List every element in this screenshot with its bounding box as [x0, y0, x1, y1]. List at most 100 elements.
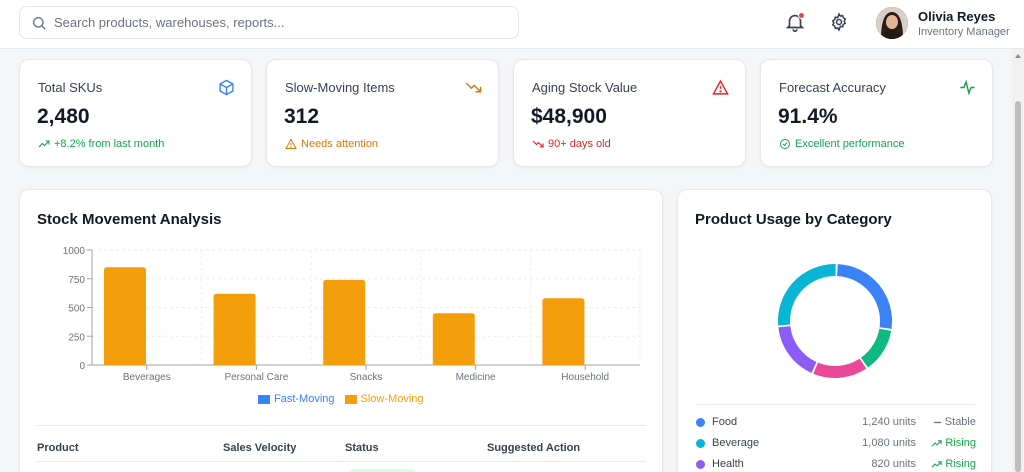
- donut-slice-green-segment[interactable]: [860, 328, 892, 368]
- legend-item-fast-moving[interactable]: Fast-Moving: [258, 393, 335, 405]
- category-dot: [696, 418, 705, 427]
- kpi-value: 312: [284, 105, 320, 128]
- table-header-status[interactable]: Status: [345, 442, 379, 454]
- kpi-title: Slow-Moving Items: [285, 80, 395, 95]
- bar-slow-moving-household[interactable]: [542, 298, 585, 365]
- kpi-trend: Excellent performance: [779, 138, 904, 150]
- activity-icon: [960, 79, 975, 96]
- category-dot: [696, 460, 705, 469]
- y-tick-label: 250: [68, 332, 85, 343]
- scroll-up-arrow[interactable]: [1015, 54, 1021, 58]
- trending-down-icon: [532, 140, 544, 148]
- bar-slow-moving-personal-care[interactable]: [213, 293, 256, 365]
- check-circle-icon: [780, 139, 790, 149]
- usage-row-health: Health 820 units Rising: [696, 457, 976, 472]
- usage-row-beverage: Beverage 1,080 units Rising: [696, 436, 976, 452]
- gear-icon: [831, 12, 847, 32]
- status-badge: [347, 469, 417, 472]
- kpi-card-forecast-accuracy: Forecast Accuracy 91.4% Excellent perfor…: [760, 59, 993, 167]
- kpi-title: Forecast Accuracy: [779, 80, 886, 95]
- bar-slow-moving-medicine[interactable]: [432, 313, 475, 365]
- kpi-card-total-skus: Total SKUs 2,480 +8.2% from last month: [19, 59, 252, 167]
- user-name: Olivia Reyes: [918, 9, 996, 24]
- trending-up-icon: [931, 439, 943, 447]
- trend-label: Rising: [945, 437, 976, 449]
- kpi-value: 2,480: [37, 105, 90, 128]
- search-icon: [33, 17, 46, 30]
- notification-dot: [798, 12, 805, 19]
- y-tick-label: 1000: [63, 246, 86, 257]
- x-tick-label: Personal Care: [224, 372, 288, 383]
- trend-rising: Rising: [931, 437, 976, 449]
- donut-slice-beverage[interactable]: [778, 264, 836, 326]
- table-header-sales-velocity[interactable]: Sales Velocity: [223, 442, 297, 454]
- trend-label: Stable: [944, 416, 976, 428]
- kpi-value: 91.4%: [778, 105, 838, 128]
- product-usage-card: Product Usage by Category Food 1,240 uni…: [677, 189, 992, 472]
- user-role: Inventory Manager: [918, 26, 1010, 38]
- bell-icon: [785, 14, 805, 32]
- trend-stable: Stable: [933, 416, 976, 428]
- bar-slow-moving-beverages[interactable]: [104, 267, 146, 365]
- x-tick-label: Snacks: [350, 372, 383, 383]
- trending-down-icon: [465, 82, 482, 93]
- category-units: 1,240 units: [862, 416, 916, 428]
- usage-row-food: Food 1,240 units Stable: [696, 415, 976, 431]
- donut-slice-food[interactable]: [837, 264, 892, 329]
- table-header-suggested-action[interactable]: Suggested Action: [487, 442, 581, 454]
- trending-up-icon: [931, 460, 943, 468]
- kpi-trend-text: Needs attention: [301, 138, 379, 150]
- kpi-trend-text: 90+ days old: [548, 138, 611, 150]
- search-box[interactable]: [19, 6, 519, 39]
- kpi-card-slow-moving: Slow-Moving Items 312 Needs attention: [266, 59, 499, 167]
- y-tick-label: 0: [79, 361, 85, 372]
- category-name: Beverage: [712, 437, 760, 449]
- legend-swatch: [258, 394, 270, 404]
- x-tick-label: Household: [561, 372, 609, 383]
- usage-donut-chart: [778, 264, 892, 378]
- category-units: 820 units: [871, 458, 916, 470]
- search-input[interactable]: [54, 7, 504, 38]
- scroll-thumb[interactable]: [1015, 101, 1021, 472]
- divider: [695, 404, 975, 405]
- box-icon: [219, 79, 234, 96]
- trending-up-icon: [38, 140, 50, 148]
- kpi-title: Aging Stock Value: [532, 80, 638, 95]
- panel-title: Stock Movement Analysis: [37, 211, 222, 228]
- kpi-trend-text: Excellent performance: [795, 138, 905, 150]
- page-scrollbar[interactable]: [1012, 49, 1024, 472]
- legend-label: Fast-Moving: [274, 393, 335, 405]
- settings-button[interactable]: [829, 12, 851, 34]
- trend-label: Rising: [945, 458, 976, 470]
- chart-legend: Fast-Moving Slow-Moving: [258, 393, 424, 405]
- avatar[interactable]: [876, 7, 908, 39]
- divider: [37, 461, 646, 462]
- category-units: 1,080 units: [862, 437, 916, 449]
- bar-slow-moving-snacks[interactable]: [323, 279, 366, 365]
- legend-swatch: [344, 394, 357, 404]
- top-bar: Olivia Reyes Inventory Manager: [0, 0, 1024, 49]
- kpi-trend-text: +8.2% from last month: [54, 138, 165, 150]
- warning-icon: [285, 138, 297, 149]
- x-tick-label: Beverages: [123, 372, 171, 383]
- kpi-trend: +8.2% from last month: [38, 138, 164, 150]
- kpi-value: $48,900: [531, 105, 607, 128]
- kpi-card-aging-stock: Aging Stock Value $48,900 90+ days old: [513, 59, 746, 167]
- y-tick-label: 750: [68, 275, 85, 286]
- category-dot: [696, 439, 705, 448]
- alert-triangle-icon: [712, 79, 729, 95]
- y-tick-label: 500: [68, 304, 85, 315]
- donut-slice-pink-segment[interactable]: [813, 358, 867, 378]
- category-name: Food: [712, 416, 738, 428]
- legend-item-slow-moving[interactable]: Slow-Moving: [344, 393, 424, 405]
- donut-slice-health[interactable]: [778, 326, 817, 373]
- divider: [37, 425, 646, 426]
- kpi-title: Total SKUs: [38, 80, 103, 95]
- stock-movement-chart: 0 250 500 750 1000 Beverages Personal Care Snac…: [63, 246, 641, 383]
- table-header-product[interactable]: Product: [37, 442, 79, 454]
- notifications-button[interactable]: [784, 11, 806, 33]
- minus-icon: [933, 421, 941, 423]
- legend-label: Slow-Moving: [360, 393, 424, 405]
- trend-rising: Rising: [931, 458, 976, 470]
- stock-movement-card: Stock Movement Analysis 0 250 500 750 1000 Be…: [19, 189, 663, 472]
